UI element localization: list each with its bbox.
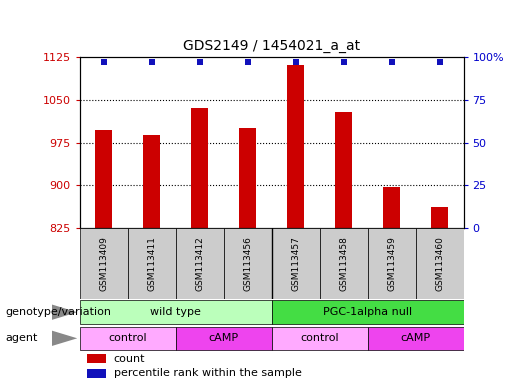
- Text: GSM113409: GSM113409: [99, 236, 108, 291]
- Bar: [192, 108, 208, 228]
- Bar: [224, 228, 272, 299]
- Bar: [335, 113, 352, 228]
- Text: wild type: wild type: [150, 307, 201, 317]
- Bar: [80, 300, 272, 324]
- Point: [387, 59, 396, 65]
- Bar: [88, 354, 106, 363]
- Text: percentile rank within the sample: percentile rank within the sample: [114, 368, 301, 378]
- Polygon shape: [52, 331, 77, 346]
- Title: GDS2149 / 1454021_a_at: GDS2149 / 1454021_a_at: [183, 40, 360, 53]
- Bar: [176, 326, 272, 350]
- Bar: [95, 129, 112, 228]
- Point: [339, 59, 348, 65]
- Bar: [88, 369, 106, 378]
- Text: agent: agent: [5, 333, 38, 343]
- Bar: [80, 326, 176, 350]
- Text: cAMP: cAMP: [401, 333, 431, 343]
- Polygon shape: [52, 305, 77, 320]
- Bar: [239, 128, 256, 228]
- Bar: [272, 228, 320, 299]
- Text: GSM113457: GSM113457: [291, 236, 300, 291]
- Bar: [320, 228, 368, 299]
- Point: [100, 59, 108, 65]
- Bar: [272, 326, 368, 350]
- Bar: [383, 187, 400, 228]
- Text: GSM113456: GSM113456: [243, 236, 252, 291]
- Text: GSM113412: GSM113412: [195, 236, 204, 291]
- Point: [435, 59, 443, 65]
- Text: GSM113411: GSM113411: [147, 236, 156, 291]
- Point: [196, 59, 204, 65]
- Point: [148, 59, 156, 65]
- Text: PGC-1alpha null: PGC-1alpha null: [323, 307, 412, 317]
- Bar: [368, 326, 464, 350]
- Text: control: control: [109, 333, 147, 343]
- Bar: [368, 228, 416, 299]
- Bar: [176, 228, 224, 299]
- Bar: [80, 228, 128, 299]
- Text: count: count: [114, 354, 145, 364]
- Text: GSM113458: GSM113458: [339, 236, 348, 291]
- Point: [291, 59, 300, 65]
- Bar: [287, 65, 304, 228]
- Text: cAMP: cAMP: [209, 333, 239, 343]
- Bar: [431, 207, 448, 228]
- Text: control: control: [300, 333, 339, 343]
- Text: GSM113460: GSM113460: [435, 236, 444, 291]
- Text: GSM113459: GSM113459: [387, 236, 396, 291]
- Bar: [128, 228, 176, 299]
- Text: genotype/variation: genotype/variation: [5, 307, 111, 317]
- Bar: [143, 135, 160, 228]
- Bar: [272, 300, 464, 324]
- Point: [244, 59, 252, 65]
- Bar: [416, 228, 464, 299]
